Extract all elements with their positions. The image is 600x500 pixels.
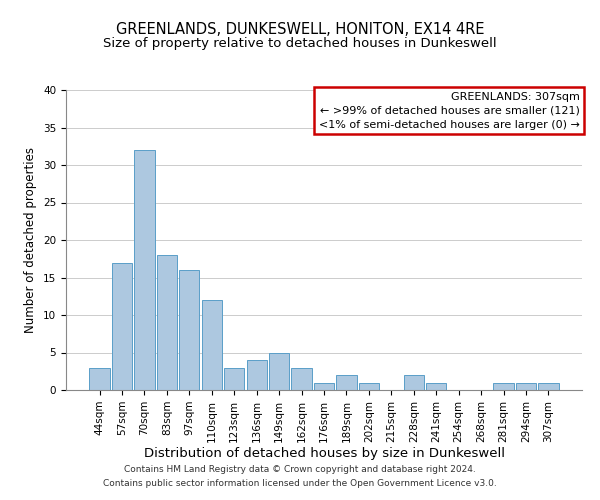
Bar xyxy=(202,300,222,390)
Bar xyxy=(359,382,379,390)
Bar xyxy=(89,368,110,390)
Bar xyxy=(426,382,446,390)
Bar xyxy=(292,368,311,390)
Bar xyxy=(134,150,155,390)
Bar xyxy=(247,360,267,390)
Text: GREENLANDS: 307sqm
← >99% of detached houses are smaller (121)
<1% of semi-detac: GREENLANDS: 307sqm ← >99% of detached ho… xyxy=(319,92,580,130)
Bar xyxy=(337,375,356,390)
Bar xyxy=(314,382,334,390)
Bar xyxy=(538,382,559,390)
Bar xyxy=(269,352,289,390)
X-axis label: Distribution of detached houses by size in Dunkeswell: Distribution of detached houses by size … xyxy=(143,448,505,460)
Text: Size of property relative to detached houses in Dunkeswell: Size of property relative to detached ho… xyxy=(103,38,497,51)
Bar xyxy=(112,262,132,390)
Text: GREENLANDS, DUNKESWELL, HONITON, EX14 4RE: GREENLANDS, DUNKESWELL, HONITON, EX14 4R… xyxy=(116,22,484,38)
Bar xyxy=(224,368,244,390)
Bar xyxy=(516,382,536,390)
Text: Contains HM Land Registry data © Crown copyright and database right 2024.
Contai: Contains HM Land Registry data © Crown c… xyxy=(103,466,497,487)
Bar xyxy=(157,255,177,390)
Y-axis label: Number of detached properties: Number of detached properties xyxy=(25,147,37,333)
Bar xyxy=(404,375,424,390)
Bar xyxy=(179,270,199,390)
Bar xyxy=(493,382,514,390)
